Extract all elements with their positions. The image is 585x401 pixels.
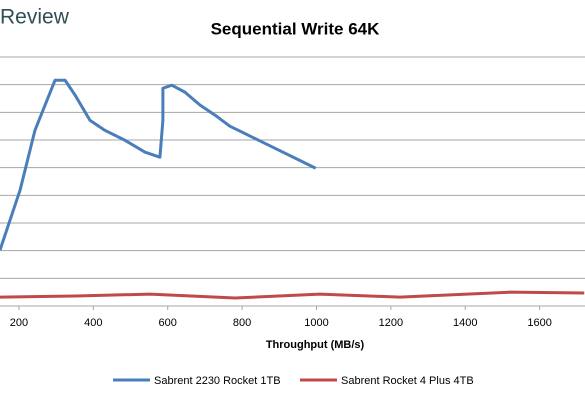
brand-logo: Review xyxy=(0,6,70,29)
x-tick-label: 1400 xyxy=(453,317,477,329)
x-tick-label: 200 xyxy=(10,317,28,329)
x-tick-label: 400 xyxy=(84,317,102,329)
x-tick-label: 600 xyxy=(159,317,177,329)
x-tick-label: 800 xyxy=(233,317,251,329)
chart-title: Sequential Write 64K xyxy=(211,19,381,38)
x-tick-label: 1600 xyxy=(527,317,551,329)
x-tick-label: 1000 xyxy=(304,317,328,329)
data-line xyxy=(0,290,585,300)
data-line xyxy=(0,78,317,251)
legend-label: Sabrent Rocket 4 Plus 4TB xyxy=(341,375,474,387)
legend-label: Sabrent 2230 Rocket 1TB xyxy=(154,375,281,387)
x-tick-label: 1200 xyxy=(379,317,403,329)
x-axis-title: Throughput (MB/s) xyxy=(266,339,365,351)
